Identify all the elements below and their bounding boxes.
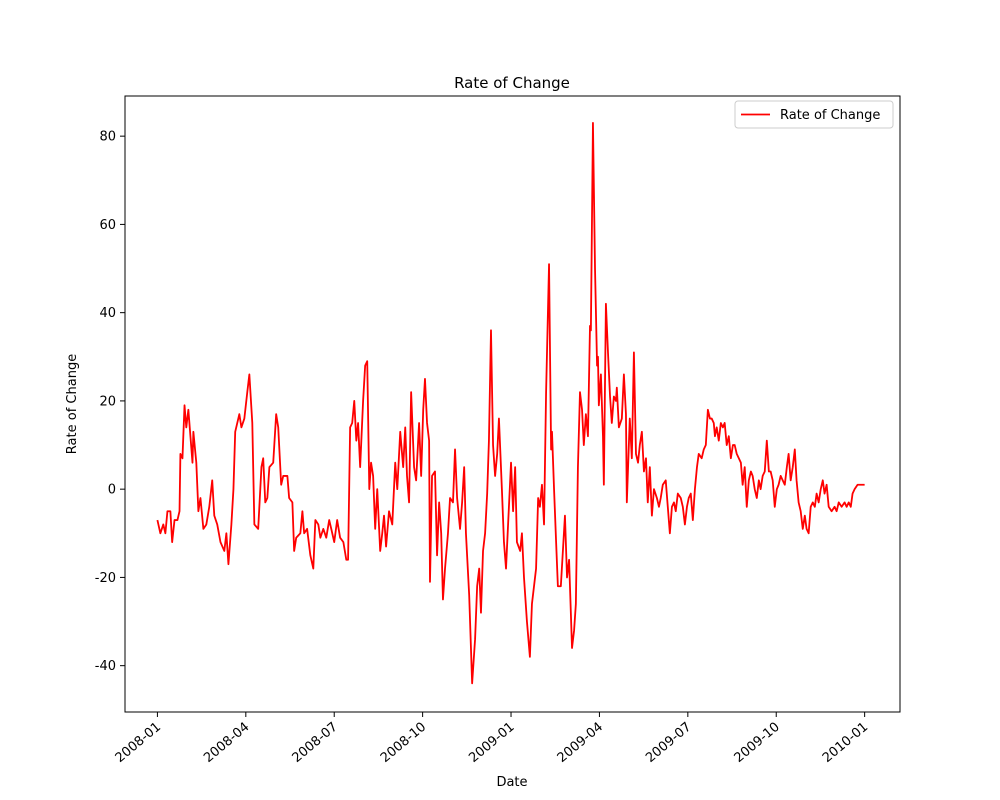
y-tick-label: 0 bbox=[108, 483, 116, 498]
line-series bbox=[156, 122, 865, 685]
y-tick-label: -40 bbox=[95, 659, 116, 674]
y-tick-label: 80 bbox=[99, 130, 116, 145]
legend-box bbox=[734, 100, 894, 129]
y-tick-label: 60 bbox=[99, 218, 116, 233]
chart-title: Rate of Change bbox=[454, 74, 570, 92]
y-axis-label: Rate of Change bbox=[65, 354, 80, 454]
legend-label: Rate of Change bbox=[780, 108, 880, 123]
y-tick-label: 20 bbox=[99, 394, 116, 409]
y-tick-label: 40 bbox=[99, 306, 116, 321]
x-axis-label: Date bbox=[496, 775, 527, 790]
plot-frame bbox=[124, 95, 901, 713]
y-tick-label: -20 bbox=[95, 571, 116, 586]
